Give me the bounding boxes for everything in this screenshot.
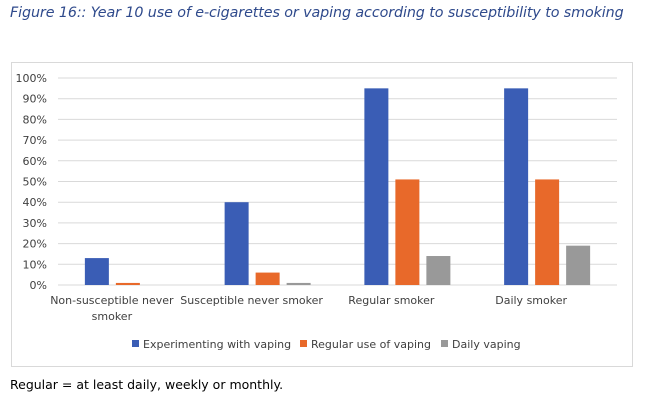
category-label: Non-susceptible never [50,294,174,307]
bar-regular-use-of-vaping [115,282,140,285]
legend-swatch [441,340,448,347]
y-tick-label: 70% [23,134,47,147]
bar-experimenting-with-vaping [84,258,109,285]
y-tick-label: 40% [23,196,47,209]
category-label: smoker [92,310,133,323]
chart-frame [11,62,633,367]
legend-swatch [132,340,139,347]
y-tick-label: 100% [16,72,47,85]
y-tick-label: 0% [30,279,47,292]
bar-regular-use-of-vaping [535,179,560,285]
y-tick-label: 90% [23,93,47,106]
y-tick-label: 20% [23,238,47,251]
legend-swatch [300,340,307,347]
category-label: Susceptible never smoker [180,294,323,307]
bar-regular-use-of-vaping [395,179,420,285]
legend-label: Experimenting with vaping [143,338,291,351]
y-tick-label: 60% [23,155,47,168]
legend-label: Regular use of vaping [311,338,431,351]
bar-daily-vaping [286,282,311,285]
footnote: Regular = at least daily, weekly or mont… [10,377,284,392]
y-tick-label: 30% [23,217,47,230]
bar-daily-vaping [566,245,591,285]
y-tick-label: 80% [23,113,47,126]
bar-experimenting-with-vaping [364,88,389,285]
y-tick-label: 50% [23,176,47,189]
legend-label: Daily vaping [452,338,521,351]
bar-regular-use-of-vaping [255,272,280,285]
bar-experimenting-with-vaping [224,202,249,285]
figure-title: Figure 16:: Year 10 use of e-cigarettes … [10,5,624,21]
bar-experimenting-with-vaping [504,88,529,285]
y-tick-label: 10% [23,258,47,271]
category-label: Daily smoker [495,294,567,307]
category-label: Regular smoker [348,294,435,307]
bar-daily-vaping [426,256,451,285]
